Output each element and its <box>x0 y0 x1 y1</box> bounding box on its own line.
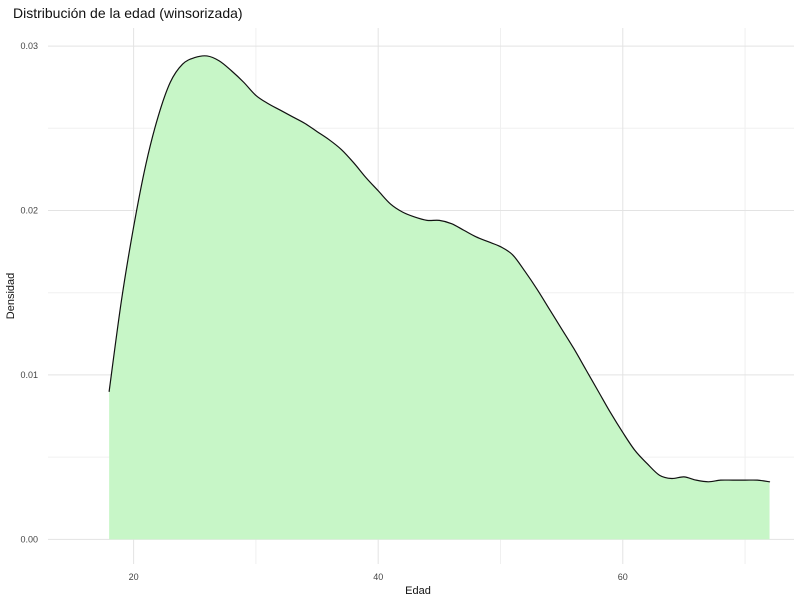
y-tick-label: 0.00 <box>20 534 38 544</box>
x-tick-label: 60 <box>618 572 628 582</box>
y-axis-ticks: 0.00 0.01 0.02 0.03 <box>20 41 38 544</box>
x-axis-ticks: 20 40 60 <box>129 572 628 582</box>
density-area <box>109 55 770 540</box>
x-tick-label: 40 <box>373 572 383 582</box>
y-tick-label: 0.01 <box>20 370 38 380</box>
chart-title: Distribución de la edad (winsorizada) <box>13 5 243 21</box>
x-axis-title: Edad <box>405 585 431 597</box>
y-tick-label: 0.03 <box>20 41 38 51</box>
density-line <box>108 55 771 483</box>
y-tick-label: 0.02 <box>20 206 38 216</box>
density-series <box>108 55 771 540</box>
x-tick-label: 20 <box>129 572 139 582</box>
y-axis-title: Densidad <box>5 273 17 319</box>
